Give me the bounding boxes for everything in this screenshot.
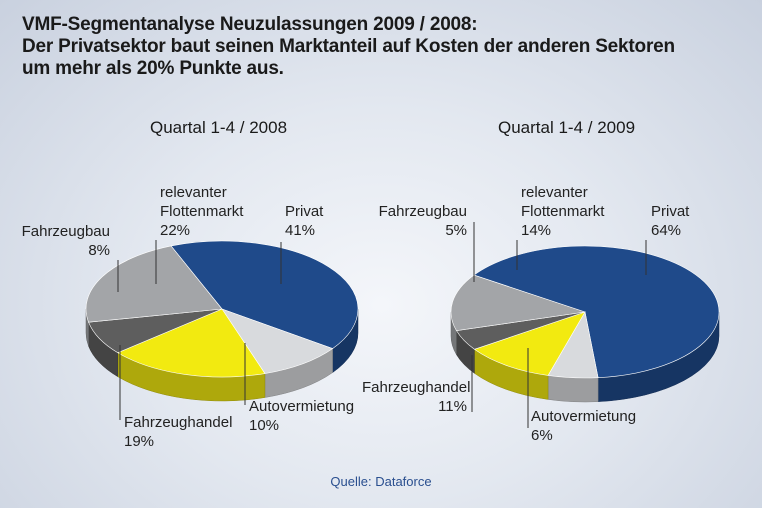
label-2009-flottenmarkt: relevanter Flottenmarkt 14% [521,184,605,239]
source-note: Quelle: Dataforce [330,474,432,489]
label-2009-fahrzeugbau: Fahrzeugbau 5% [378,203,467,239]
label-2008-fahrzeughandel: Fahrzeughandel 19% [124,414,233,450]
pie-2009-title: Quartal 1-4 / 2009 [498,118,636,137]
pie-2008-title: Quartal 1-4 / 2008 [150,118,288,137]
slice-fahrzeughandel [473,311,586,376]
title-line-2: Der Privatsektor baut seinen Marktanteil… [22,36,675,57]
slice-relevanter-flottenmarkt [85,245,223,323]
label-2009-fahrzeughandel: Fahrzeughandel 11% [362,379,471,415]
label-2008-autovermietung: Autovermietung 10% [249,398,355,434]
label-2009-privat: Privat 64% [651,203,690,239]
label-2008-privat: Privat 41% [285,203,324,239]
slice-privat [473,245,720,378]
label-2009-autovermietung: Autovermietung 6% [531,408,637,444]
title-line-3: um mehr als 20% Punkte aus. [22,58,284,79]
side-autovermietung [547,375,599,403]
slice-autovermietung [221,308,334,374]
label-2008-fahrzeugbau: Fahrzeugbau 8% [21,223,110,259]
slice-privat [170,240,359,349]
label-2008-flottenmarkt: relevanter Flottenmarkt 22% [160,184,244,239]
slice-fahrzeughandel [117,308,266,378]
title-line-1: VMF-Segmentanalyse Neuzulassungen 2009 /… [22,14,478,35]
pie-0 [85,240,359,420]
chart-title: VMF-Segmentanalyse Neuzulassungen 2009 /… [22,14,742,80]
pie-1 [450,222,720,428]
slice-relevanter-flottenmarkt [450,274,586,331]
